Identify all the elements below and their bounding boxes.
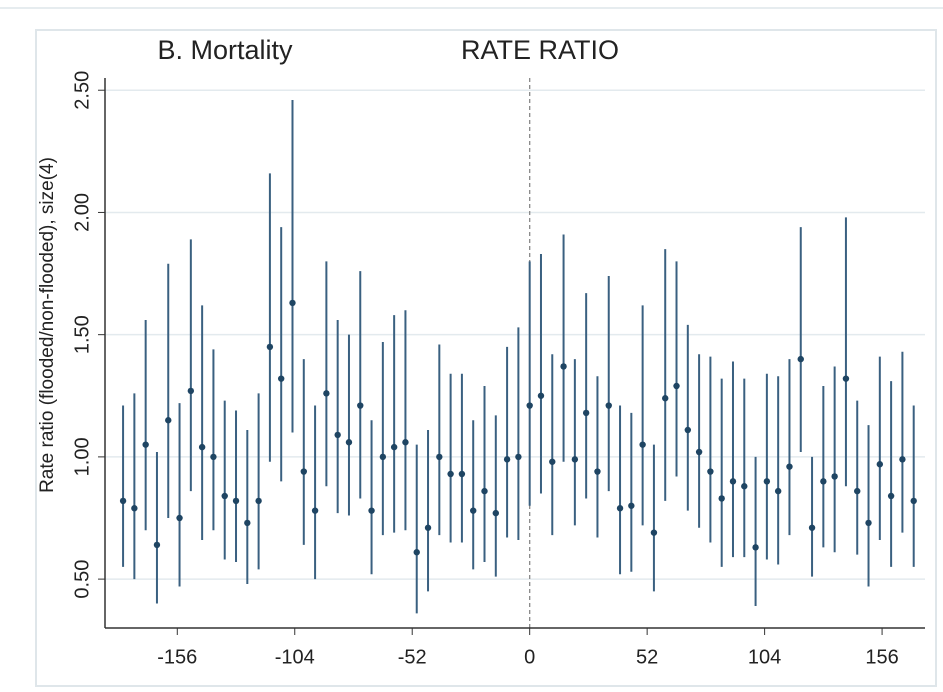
point — [616, 505, 624, 512]
point — [673, 382, 680, 390]
point — [650, 529, 658, 536]
point — [808, 524, 816, 531]
x-tick-label: -156 — [157, 646, 197, 668]
point — [820, 478, 827, 485]
point — [537, 392, 545, 399]
point — [594, 468, 601, 475]
point — [752, 544, 759, 551]
point — [470, 507, 477, 514]
point — [323, 390, 330, 397]
point — [831, 473, 838, 480]
point — [176, 514, 183, 522]
point — [899, 456, 906, 463]
point — [277, 375, 285, 382]
point — [503, 456, 511, 463]
point — [865, 519, 872, 527]
x-tick-label: 0 — [524, 646, 535, 668]
point — [266, 343, 274, 351]
x-tick-label: -52 — [398, 646, 427, 668]
point — [560, 363, 567, 370]
point — [334, 431, 341, 439]
point — [402, 439, 409, 446]
point — [357, 402, 364, 409]
point — [221, 492, 228, 500]
point — [854, 487, 861, 495]
point — [424, 524, 432, 531]
point — [718, 495, 725, 502]
point — [876, 461, 884, 468]
point — [187, 387, 195, 395]
x-tick-label: 52 — [636, 646, 658, 668]
point — [887, 492, 895, 500]
y-tick-label: 2.50 — [71, 71, 93, 110]
y-tick-label: 2.00 — [71, 193, 93, 232]
point — [311, 507, 319, 514]
point — [345, 439, 353, 446]
y-tick-label: 1.00 — [71, 437, 93, 476]
point — [639, 441, 646, 448]
point — [210, 453, 217, 461]
point — [605, 402, 612, 409]
point — [481, 487, 488, 495]
point — [684, 426, 692, 434]
point — [571, 456, 579, 463]
point — [232, 497, 240, 505]
y-axis-title: Rate ratio (flooded/non-flooded), size(4… — [37, 157, 58, 493]
y-tick-label: 0.50 — [71, 560, 93, 599]
point — [289, 299, 296, 307]
point — [515, 453, 522, 461]
point — [436, 453, 443, 461]
point — [198, 443, 206, 451]
point — [707, 468, 714, 475]
chart-title: RATE RATIO — [461, 35, 619, 65]
x-tick-label: -104 — [275, 646, 315, 668]
point — [741, 483, 748, 490]
point — [842, 375, 850, 382]
point — [662, 395, 669, 402]
chart-subtitle: B. Mortality — [157, 35, 293, 65]
point — [379, 453, 387, 461]
point — [492, 509, 499, 517]
point — [797, 355, 804, 363]
point — [119, 497, 127, 505]
point — [628, 502, 635, 509]
point — [300, 468, 307, 475]
point — [131, 505, 138, 512]
point — [413, 549, 420, 556]
point — [774, 487, 782, 495]
point — [390, 443, 398, 451]
x-tick-label: 156 — [865, 646, 898, 668]
point — [368, 507, 375, 514]
point — [729, 478, 737, 485]
point — [153, 541, 161, 549]
point — [526, 402, 533, 409]
y-tick-label: 1.50 — [71, 315, 93, 354]
point — [447, 470, 454, 478]
point — [763, 478, 771, 485]
point — [910, 497, 917, 505]
point — [244, 519, 251, 527]
point — [255, 497, 262, 505]
x-tick-label: 104 — [748, 646, 781, 668]
point — [549, 458, 556, 465]
plot-frame — [35, 29, 937, 687]
point — [695, 448, 703, 456]
point — [786, 463, 793, 470]
point — [142, 441, 149, 448]
point — [165, 417, 172, 424]
point — [582, 409, 590, 417]
point — [458, 470, 466, 478]
